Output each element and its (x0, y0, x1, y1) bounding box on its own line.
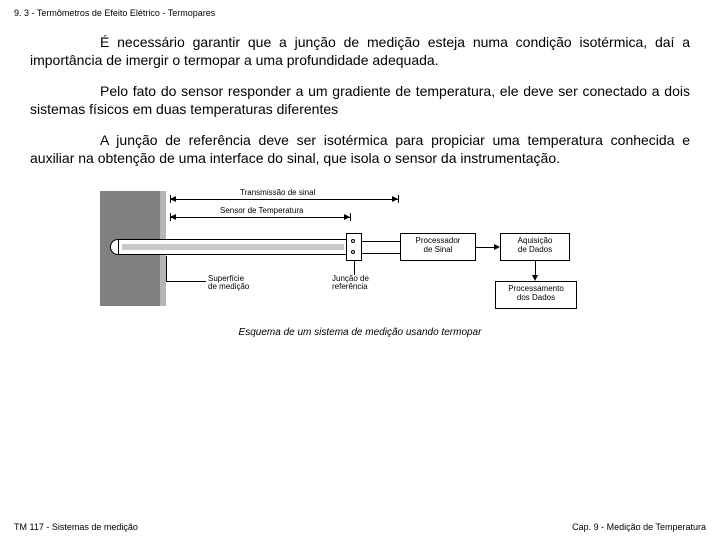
wire (362, 253, 400, 254)
data-processing-box: Processamento dos Dados (495, 281, 577, 309)
thermocouple-diagram: Processador de Sinal Aquisição de Dados … (100, 181, 620, 321)
signal-processor-box: Processador de Sinal (400, 233, 476, 261)
arrow-left-icon (170, 196, 176, 202)
dim-tick (398, 195, 399, 203)
footer-left: TM 117 - Sistemas de medição (14, 522, 138, 532)
paragraph-1: É necessário garantir que a junção de me… (30, 34, 690, 69)
label-surface: Superfície de medição (208, 275, 249, 292)
footer-right: Cap. 9 - Medição de Temperatura (572, 522, 706, 532)
arrow-left-icon (170, 214, 176, 220)
data-processing-label-1: Processamento (508, 284, 564, 293)
section-header: 9. 3 - Termômetros de Efeito Elétrico - … (14, 8, 706, 18)
connector (476, 247, 496, 248)
probe-core (122, 244, 344, 250)
reference-junction (346, 233, 362, 261)
data-acquisition-label-1: Aquisição (518, 236, 553, 245)
dim-line (170, 217, 350, 218)
signal-processor-label-2: de Sinal (424, 245, 453, 254)
label-junction-l2: referência (332, 282, 368, 291)
pointer-line (354, 261, 355, 275)
dim-line (170, 199, 398, 200)
data-acquisition-label-2: de Dados (518, 245, 552, 254)
arrow-right-icon (392, 196, 398, 202)
junction-terminal (351, 239, 355, 243)
wire (362, 241, 400, 242)
label-transmission: Transmissão de sinal (240, 189, 315, 197)
paragraph-3: A junção de referência deve ser isotérmi… (30, 132, 690, 167)
data-processing-label-2: dos Dados (517, 293, 555, 302)
pointer-line (166, 281, 206, 282)
page-footer: TM 117 - Sistemas de medição Cap. 9 - Me… (14, 522, 706, 532)
pointer-line (166, 256, 167, 281)
label-sensor: Sensor de Temperatura (220, 207, 303, 215)
paragraph-2: Pelo fato do sensor responder a um gradi… (30, 83, 690, 118)
label-surface-l2: de medição (208, 282, 249, 291)
diagram-container: Processador de Sinal Aquisição de Dados … (100, 181, 620, 338)
arrow-right-icon (344, 214, 350, 220)
dim-tick (350, 213, 351, 221)
diagram-caption: Esquema de um sistema de medição usando … (100, 327, 620, 338)
data-acquisition-box: Aquisição de Dados (500, 233, 570, 261)
signal-processor-label-1: Processador (416, 236, 461, 245)
junction-terminal (351, 250, 355, 254)
label-junction: Junção de referência (332, 275, 369, 292)
